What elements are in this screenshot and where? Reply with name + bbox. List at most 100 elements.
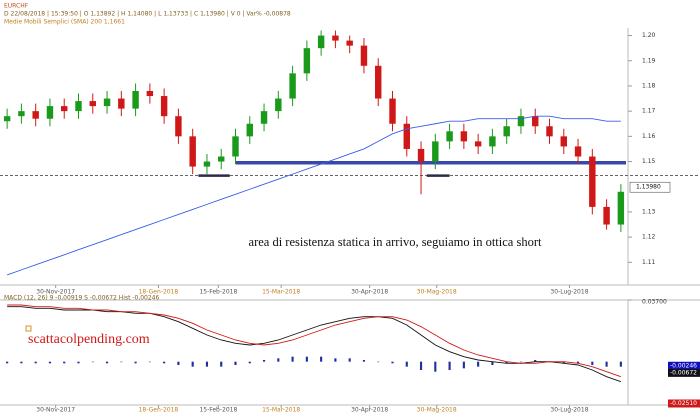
x-tick-label: 15-Feb-2018 xyxy=(199,289,237,296)
candle-body xyxy=(160,96,168,117)
macd-header: MACD (12, 26) 9 -0,00919 S -0,00672 Hist… xyxy=(4,295,159,302)
candle-body xyxy=(232,136,239,157)
macd-hist-bar xyxy=(205,361,209,367)
macd-hist-bar xyxy=(434,361,437,372)
watermark: scattacolpending.com xyxy=(28,332,150,347)
candle-body xyxy=(146,90,154,97)
candle-body xyxy=(432,141,439,162)
candle-body xyxy=(89,101,96,107)
macd-hist-bar xyxy=(120,361,123,363)
macd-hist-bar xyxy=(134,361,137,364)
y-tick-label: 1.15 xyxy=(642,158,656,165)
y-tick-label: 1.13 xyxy=(642,208,656,215)
macd-hist-bar xyxy=(291,356,294,362)
last-price-label: 1,13980 xyxy=(636,184,661,191)
candle-body xyxy=(61,106,68,112)
macd-hist-bar xyxy=(6,361,9,364)
candle-body xyxy=(332,35,339,41)
sma-line xyxy=(6,115,621,276)
candle-body xyxy=(403,123,410,149)
macd-hist-bar xyxy=(20,361,23,364)
macd-hist-bar xyxy=(248,361,251,364)
candle-body xyxy=(260,111,268,124)
y-tick-label: 1.18 xyxy=(642,82,656,89)
candle-body xyxy=(417,148,425,162)
macd-hist-bar xyxy=(419,361,423,370)
candle-body xyxy=(303,48,311,74)
y-tick-label: 1.16 xyxy=(642,133,656,140)
x-tick-label: 30-Lug-2018 xyxy=(550,407,588,414)
last-value-label: -0.00672 xyxy=(670,369,697,376)
candle-body xyxy=(346,40,353,46)
candle-body xyxy=(617,191,625,225)
candle-body xyxy=(560,136,567,147)
x-tick-label: 18-Gen-2018 xyxy=(139,407,179,414)
candle-body xyxy=(118,98,125,109)
macd-hist-bar xyxy=(605,361,608,367)
macd-hist-bar xyxy=(177,361,180,365)
watermark-icon xyxy=(25,325,32,332)
candle-body xyxy=(503,126,510,137)
sma-header: Medie Mobili Semplici (SMA) 200 1,1661 xyxy=(4,19,125,26)
candle-body xyxy=(546,126,553,137)
candle-body xyxy=(275,98,282,112)
last-value-label: -0.00246 xyxy=(670,362,697,369)
macd-hist-bar xyxy=(591,361,594,365)
candle-body xyxy=(375,65,382,99)
candle-body xyxy=(18,111,25,117)
y-tick-label: 1.12 xyxy=(642,234,656,241)
macd-hist-bar xyxy=(105,361,109,364)
macd-hist-bar xyxy=(320,356,323,362)
candle-body xyxy=(32,111,39,119)
candle-body xyxy=(3,116,11,122)
macd-hist-bar xyxy=(63,361,66,364)
macd-hist-bar xyxy=(334,358,337,362)
macd-hist-bar xyxy=(77,361,80,364)
macd-hist-bar xyxy=(362,360,366,362)
candle-body xyxy=(75,101,82,112)
macd-hist-bar xyxy=(34,361,37,364)
last-value-tag xyxy=(668,368,700,377)
candle-body xyxy=(360,45,368,66)
x-tick-label: 30-Mag-2018 xyxy=(417,289,457,296)
candle-body xyxy=(446,131,453,142)
x-tick-label: 15-Mar-2018 xyxy=(262,289,300,296)
macd-hist-bar xyxy=(619,361,622,367)
candle-body xyxy=(132,90,139,109)
macd-hist-bar xyxy=(348,358,351,362)
candle-body xyxy=(389,98,396,124)
candle-body xyxy=(103,98,111,107)
y-tick-label: 1.11 xyxy=(642,259,656,266)
candle-body xyxy=(203,161,211,167)
annotation: area di resistenza statica in arrivo, se… xyxy=(249,235,542,249)
x-tick-label: 30-Apr-2018 xyxy=(351,407,388,414)
candle-body xyxy=(517,116,525,127)
x-tick-label: 15-Mar-2018 xyxy=(262,407,300,414)
macd-hist-bar xyxy=(91,361,94,363)
chart-title: EURCHF xyxy=(4,3,29,10)
macd-hist-bar xyxy=(277,358,280,362)
macd-hist-bar xyxy=(477,361,480,367)
candle-body xyxy=(589,156,596,207)
candle-body xyxy=(489,136,496,147)
macd-hist-bar xyxy=(48,361,52,364)
x-tick-label: 30-Apr-2018 xyxy=(351,289,388,296)
candle-body xyxy=(46,106,54,119)
candle-body xyxy=(460,131,468,142)
last-value-label: -0.02510 xyxy=(670,400,697,407)
last-value-tag xyxy=(668,399,700,408)
candle-body xyxy=(175,116,182,137)
candle-body xyxy=(289,73,296,99)
last-price-box xyxy=(629,181,671,193)
macd-hist-bar xyxy=(148,361,151,363)
macd-hist-bar xyxy=(405,361,408,367)
macd-hist-bar xyxy=(534,360,537,362)
y-tick-label: 1.17 xyxy=(642,108,656,115)
macd-line xyxy=(7,304,622,378)
macd-hist-bar xyxy=(391,361,394,364)
macd-hist-bar xyxy=(491,361,494,365)
y-tick-label: 1.20 xyxy=(642,32,656,39)
